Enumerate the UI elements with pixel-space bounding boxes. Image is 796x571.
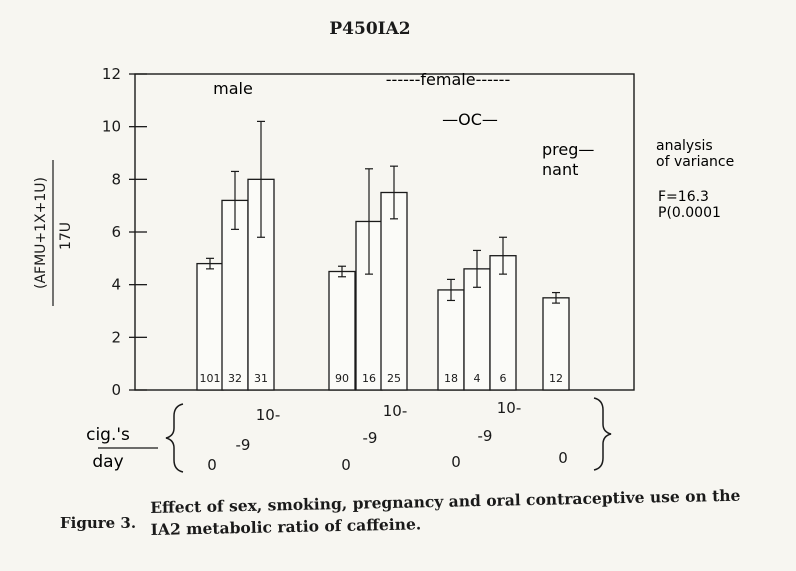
x-axis-label-denominator: day <box>92 452 123 472</box>
y-tick-label: 4 <box>111 276 121 294</box>
y-tick-label: 10 <box>102 118 121 136</box>
cig-category-label: 10- <box>256 406 281 424</box>
bar <box>328 270 356 391</box>
annotation-line3: F=16.3 <box>658 189 709 205</box>
bar-n-label: 25 <box>387 372 401 385</box>
bar-n-label: 6 <box>500 372 507 385</box>
cig-category-label: 10- <box>497 399 522 417</box>
annotation-line1: analysis <box>656 138 713 154</box>
x-axis-label-numerator: cig.'s <box>86 425 130 445</box>
right-brace <box>593 397 612 471</box>
cig-category-label: -9 <box>478 427 493 445</box>
cig-category-label: 0 <box>451 453 461 471</box>
annotation-line2: of variance <box>656 154 734 170</box>
cig-category-label: 0 <box>341 456 351 474</box>
bar <box>380 191 408 391</box>
y-axis-label-numerator: (AFMU+1X+1U) <box>33 177 49 289</box>
cig-category-label: -9 <box>236 436 251 454</box>
y-tick-label: 6 <box>111 223 121 241</box>
group-label-pregnant-line2: nant <box>542 160 578 179</box>
bar <box>489 255 517 391</box>
left-brace <box>165 403 184 473</box>
y-tick-label: 0 <box>111 381 121 399</box>
cig-category-label: 10- <box>383 402 408 420</box>
chart-title: P450IA2 <box>329 19 410 39</box>
y-tick-label: 12 <box>102 65 121 83</box>
y-tick-label: 8 <box>111 170 121 188</box>
group-label-pregnant-line1: preg— <box>542 140 594 159</box>
bar-n-label: 31 <box>254 372 268 385</box>
bar-n-label: 32 <box>228 372 242 385</box>
y-tick-label: 2 <box>111 328 121 346</box>
group-label-male: male <box>213 79 253 98</box>
group-label-female: ------female------ <box>386 70 510 89</box>
cig-category-label: 0 <box>558 449 568 467</box>
y-axis-label-denominator: 17U <box>58 222 74 250</box>
cig-category-label: 0 <box>207 456 217 474</box>
bar <box>463 268 491 391</box>
bar-n-label: 4 <box>474 372 481 385</box>
bar-n-label: 18 <box>444 372 458 385</box>
bar-n-label: 101 <box>200 372 221 385</box>
caption-label: Figure 3. <box>60 514 137 532</box>
bar-n-label: 12 <box>549 372 563 385</box>
bar-n-label: 16 <box>362 372 376 385</box>
group-label-oc: —OC— <box>442 110 498 129</box>
bar-n-label: 90 <box>335 372 349 385</box>
cig-category-label: -9 <box>363 429 378 447</box>
annotation-line4: P(0.0001 <box>658 205 721 221</box>
